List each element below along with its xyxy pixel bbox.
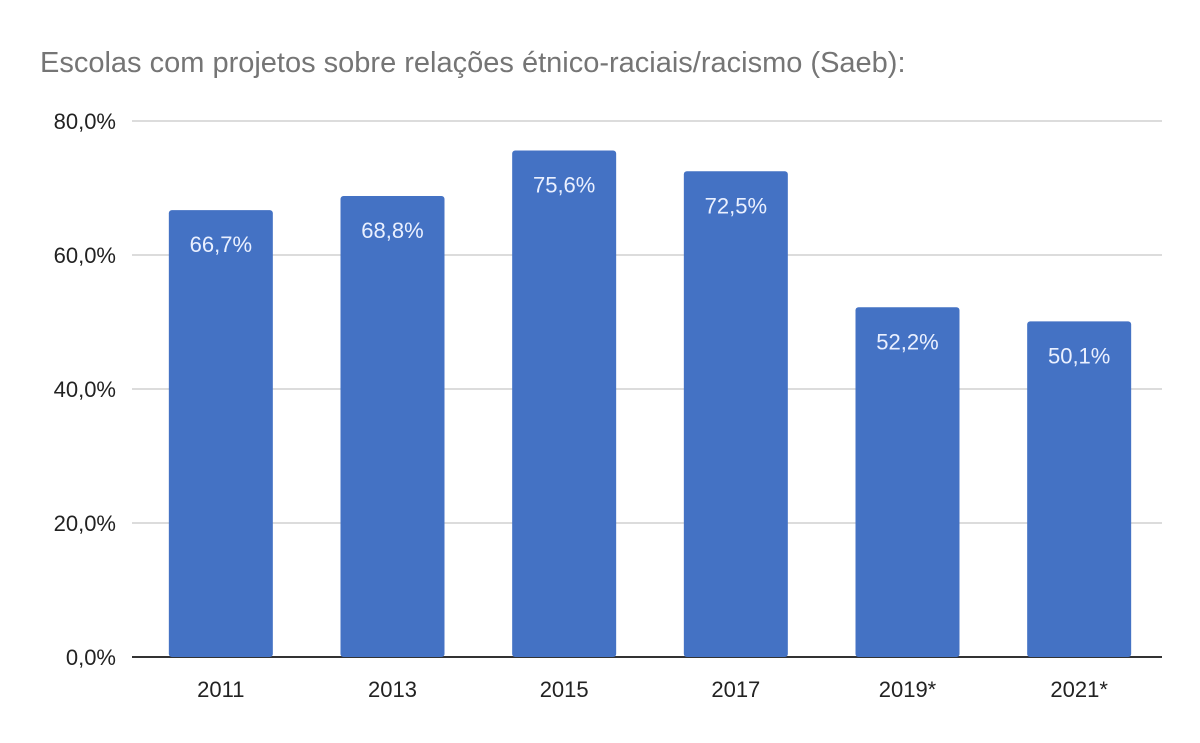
x-tick-label: 2013 — [368, 677, 417, 702]
bar-2021 — [1027, 321, 1132, 657]
bar-2013 — [340, 196, 445, 658]
data-label: 75,6% — [533, 172, 595, 197]
x-tick-label: 2011 — [197, 677, 244, 702]
x-tick-label: 2019* — [879, 677, 937, 702]
y-tick-label: 80,0% — [54, 109, 116, 134]
bar-2019 — [855, 307, 960, 657]
bar-2011 — [168, 210, 273, 658]
chart-title: Escolas com projetos sobre relações étni… — [40, 47, 906, 79]
data-label: 68,8% — [361, 218, 423, 243]
x-tick-label: 2021* — [1050, 677, 1108, 702]
bar-2015 — [512, 150, 617, 658]
data-label: 72,5% — [705, 193, 767, 218]
y-tick-label: 0,0% — [66, 645, 116, 670]
data-label: 52,2% — [876, 329, 938, 354]
data-label: 50,1% — [1048, 343, 1110, 368]
y-tick-label: 40,0% — [54, 377, 116, 402]
y-tick-label: 20,0% — [54, 511, 116, 536]
y-tick-label: 60,0% — [54, 243, 116, 268]
x-tick-label: 2015 — [540, 677, 589, 702]
x-tick-label: 2017 — [711, 677, 760, 702]
data-label: 66,7% — [190, 232, 252, 257]
bar-2017 — [683, 171, 788, 657]
